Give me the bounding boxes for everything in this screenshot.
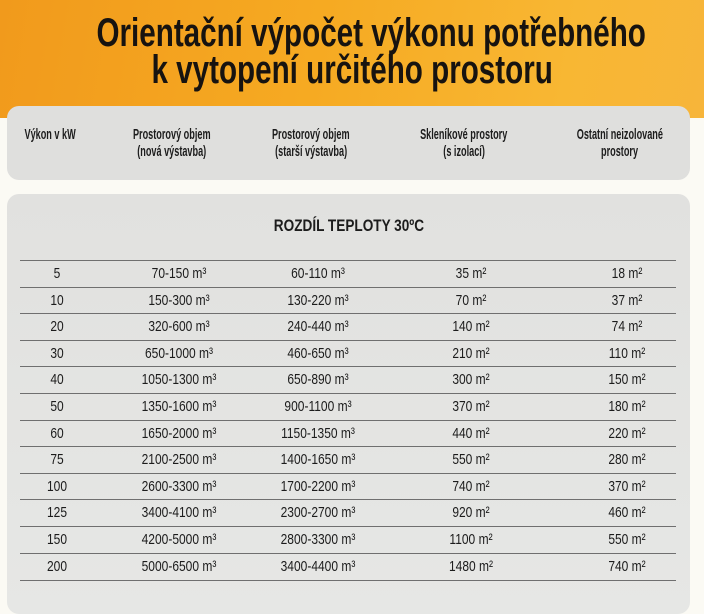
column-header-line: Ostatní neizolované xyxy=(576,126,664,143)
table-cell: 370 m² xyxy=(608,477,646,495)
table-cell: 35 m² xyxy=(455,265,487,282)
table-cell: 30 xyxy=(50,344,64,362)
table-cell: 110 m² xyxy=(608,344,646,362)
table-cell: 220 m² xyxy=(608,424,646,442)
column-header-panel: Výkon v kW Prostorový objem (nová výstavba… xyxy=(7,106,690,180)
column-header: Prostorový objem (nová výstavba) xyxy=(92,126,252,160)
table-cell: 370 m² xyxy=(452,398,490,415)
table-cell: 1480 m² xyxy=(448,557,494,575)
data-table-panel: ROZDÍL TEPLOTY 30ºC 5 70-150 m³ 60-110 m³ 3… xyxy=(7,194,690,614)
column-header: Prostorový objem (starší výstavba) xyxy=(231,126,391,160)
table-cell: 1100 m² xyxy=(449,531,493,548)
table-cell: 74 m² xyxy=(611,318,643,336)
page-title-line-1: Orientační výpočet výkonu potřebného xyxy=(96,11,646,55)
table-cell: 20 xyxy=(50,318,64,336)
table-row: 30 650-1000 m³ 460-650 m³ 210 m² 110 m² xyxy=(20,339,676,368)
table-cell: 140 m² xyxy=(452,318,490,336)
table-row: 100 2600-3300 m³ 1700-2200 m³ 740 m² 370 m² xyxy=(20,472,676,501)
table-cell: 550 m² xyxy=(452,451,490,469)
table-cell: 2300-2700 m³ xyxy=(280,504,356,522)
table-row: 20 320-600 m³ 240-440 m³ 140 m² 74 m² xyxy=(20,313,676,341)
table-cell: 1350-1600 m³ xyxy=(141,398,217,415)
column-header-line: Výkon v kW xyxy=(24,126,76,143)
table-cell: 150 xyxy=(46,531,68,548)
table-cell: 650-890 m³ xyxy=(287,371,349,389)
table-cell: 4200-5000 m³ xyxy=(141,531,217,548)
table-row: 60 1650-2000 m³ 1150-1350 m³ 440 m² 220 m² xyxy=(20,419,676,448)
column-header: Ostatní neizolované prostory xyxy=(540,126,700,160)
column-header-line: Skleníkové prostory xyxy=(420,126,508,143)
table-cell: 2800-3300 m³ xyxy=(280,531,356,548)
table-cell: 2600-3300 m³ xyxy=(141,477,217,495)
table-cell: 740 m² xyxy=(608,557,646,575)
table-cell: 60-110 m³ xyxy=(291,265,345,282)
table-row: 200 5000-6500 m³ 3400-4400 m³ 1480 m² 740 m² xyxy=(20,552,676,582)
table-cell: 300 m² xyxy=(452,371,490,389)
table-cell: 460-650 m³ xyxy=(287,344,349,362)
table-cell: 550 m² xyxy=(608,531,646,548)
table-cell: 100 xyxy=(46,477,68,495)
table-cell: 280 m² xyxy=(608,451,646,469)
table-cell: 5 xyxy=(53,265,61,282)
table-row: 10 150-300 m³ 130-220 m³ 70 m² 37 m² xyxy=(20,286,676,315)
page-title-line-2: k vytopení určitého prostoru xyxy=(151,48,553,92)
table-cell: 900-1100 m³ xyxy=(284,398,352,415)
table-cell: 200 xyxy=(46,557,68,575)
table-cell: 75 xyxy=(50,451,64,469)
table-row: 125 3400-4100 m³ 2300-2700 m³ 920 m² 460 m² xyxy=(20,499,676,527)
table-cell: 70 m² xyxy=(455,291,487,309)
table-cell: 1700-2200 m³ xyxy=(280,477,356,495)
column-header: Výkon v kW xyxy=(0,126,130,160)
table-row: 40 1050-1300 m³ 650-890 m³ 300 m² 150 m² xyxy=(20,366,676,394)
table-cell: 3400-4400 m³ xyxy=(280,557,356,575)
column-header-line: (starší výstavba) xyxy=(274,143,348,160)
table-cell: 1150-1350 m³ xyxy=(281,424,355,442)
table-cell: 1050-1300 m³ xyxy=(141,371,217,389)
table-row: 150 4200-5000 m³ 2800-3300 m³ 1100 m² 550 m² xyxy=(20,526,676,554)
table-row: 5 70-150 m³ 60-110 m³ 35 m² 18 m² xyxy=(20,260,676,288)
table-cell: 150-300 m³ xyxy=(148,291,210,309)
table-cell: 5000-6500 m³ xyxy=(141,557,217,575)
table-cell: 740 m² xyxy=(452,477,490,495)
column-header-line: Prostorový objem xyxy=(272,126,350,143)
table-cell: 70-150 m³ xyxy=(151,265,207,282)
table-cell: 50 xyxy=(50,398,64,415)
table-cell: 10 xyxy=(50,291,64,309)
table-cell: 60 xyxy=(50,424,64,442)
column-header: Skleníkové prostory (s izolací) xyxy=(384,126,544,160)
table-cell: 1400-1650 m³ xyxy=(280,451,356,469)
table-cell: 650-1000 m³ xyxy=(144,344,214,362)
title-banner: Orientační výpočet výkonu potřebného k v… xyxy=(0,0,704,118)
table-row: 50 1350-1600 m³ 900-1100 m³ 370 m² 180 m² xyxy=(20,393,676,421)
column-header-line: Prostorový objem xyxy=(133,126,211,143)
column-header-line: (s izolací) xyxy=(443,143,485,160)
table-cell: 125 xyxy=(46,504,68,522)
table-cell: 440 m² xyxy=(452,424,490,442)
column-header-line: (nová výstavba) xyxy=(137,143,207,160)
table-cell: 460 m² xyxy=(608,504,646,522)
table-cell: 150 m² xyxy=(608,371,646,389)
table-cell: 240-440 m³ xyxy=(287,318,349,336)
table-cell: 320-600 m³ xyxy=(148,318,210,336)
table-cell: 130-220 m³ xyxy=(287,291,349,309)
table-cell: 3400-4100 m³ xyxy=(141,504,217,522)
table-subtitle: ROZDÍL TEPLOTY 30ºC xyxy=(273,216,424,235)
table-cell: 210 m² xyxy=(452,344,490,362)
table-cell: 180 m² xyxy=(608,398,646,415)
table-cell: 2100-2500 m³ xyxy=(141,451,217,469)
table-cell: 40 xyxy=(50,371,64,389)
table-cell: 920 m² xyxy=(452,504,490,522)
column-header-line: prostory xyxy=(601,143,639,160)
table-row: 75 2100-2500 m³ 1400-1650 m³ 550 m² 280 m² xyxy=(20,446,676,474)
table-cell: 1650-2000 m³ xyxy=(141,424,217,442)
table-cell: 37 m² xyxy=(611,291,643,309)
table-cell: 18 m² xyxy=(611,265,643,282)
